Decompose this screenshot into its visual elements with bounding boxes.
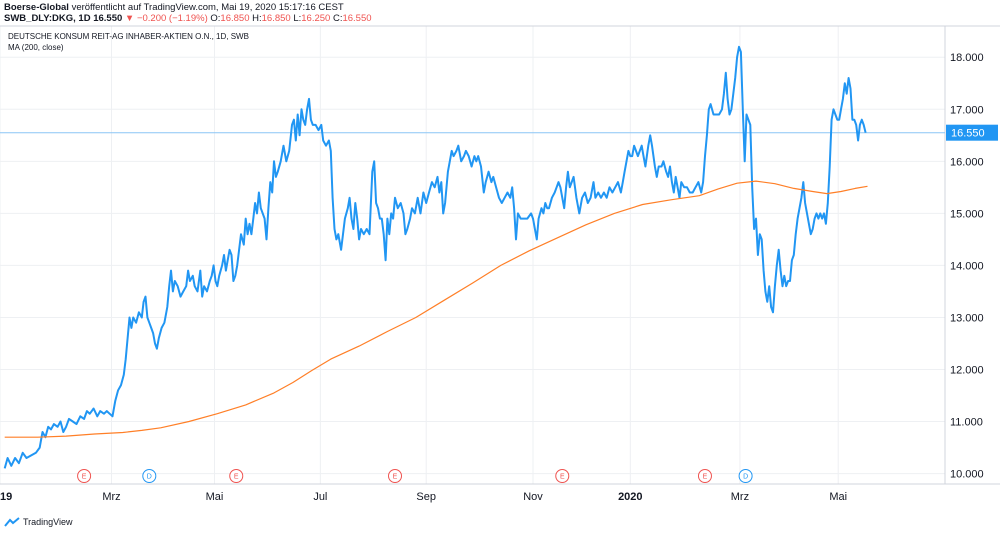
event-marker [388,469,403,483]
low-label: L: [293,13,302,24]
y-tick-label: 15.000 [950,208,984,220]
earnings-event-icon[interactable]: E [388,469,403,483]
earnings-event-icon[interactable]: E [697,469,712,483]
dividend-event-icon[interactable]: D [142,469,157,483]
event-marker-label: E [703,474,708,481]
x-tick-label: Nov [523,491,543,503]
chart-title: DEUTSCHE KONSUM REIT-AG INHABER-AKTIEN O… [8,32,249,41]
x-tick-label: Mai [206,491,224,503]
event-marker [77,469,92,483]
last-price-label-bg [946,124,998,141]
event-marker-label: E [234,474,239,481]
event-marker-label: D [147,474,152,481]
event-marker-label: E [393,474,398,481]
indicator-label: MA (200, close) [8,43,64,52]
event-marker-label: E [560,474,565,481]
watermark-text: TradingView [23,517,73,527]
y-tick-label: 16.000 [950,156,984,168]
ma-series-line [4,180,868,438]
y-tick-label: 14.000 [950,260,984,272]
y-tick-label: 10.000 [950,469,984,481]
publisher-name: Boerse-Global [4,2,69,13]
price-series-line [3,45,867,469]
low-value: 16.250 [301,13,331,24]
high-value: 16.850 [261,13,291,24]
last-price-label-text: 16.550 [951,128,985,140]
y-tick-label: 11.000 [950,417,983,429]
change-value: ▼ −0.200 (−1.19%) [124,13,208,24]
close-label: C: [332,13,343,24]
tradingview-logo-icon [4,517,20,527]
x-tick-label: Mrz [731,491,749,503]
dividend-event-icon[interactable]: D [738,469,753,483]
x-tick-label: 2019 [0,491,12,503]
event-marker [555,469,570,483]
y-tick-label: 13.000 [950,312,984,324]
symbol-header: SWB_DLY:DKG, 1D 16.550 ▼ −0.200 (−1.19%)… [4,13,372,24]
earnings-event-icon[interactable]: E [555,469,570,483]
symbol-label: SWB_DLY:DKG, 1D [4,13,91,24]
publication-text: veröffentlicht auf TradingView.com, Mai … [71,2,344,13]
event-marker-label: D [743,474,748,481]
event-marker [697,469,712,483]
last-price-label: 16.550 [946,124,998,141]
x-tick-label: Sep [416,491,436,503]
earnings-event-icon[interactable]: E [77,469,92,483]
open-label: O: [210,13,221,24]
tradingview-watermark[interactable]: TradingView [4,517,73,527]
x-tick-label: Mrz [102,491,120,503]
y-tick-label: 17.000 [950,104,984,116]
high-label: H: [252,13,262,24]
publication-header: Boerse-Global veröffentlicht auf Trading… [4,2,344,13]
event-marker [738,469,753,483]
event-marker [229,469,244,483]
y-tick-label: 18.000 [950,52,984,64]
open-value: 16.850 [220,13,250,24]
x-tick-label: 2020 [618,491,642,503]
close-value: 16.550 [342,13,372,24]
event-marker [142,469,157,483]
x-tick-label: Mai [829,491,847,503]
x-tick-label: Jul [313,491,327,503]
last-value: 16.550 [93,13,123,24]
plot-area [0,26,945,484]
y-tick-label: 12.000 [950,365,984,377]
event-marker-label: E [82,474,87,481]
earnings-event-icon[interactable]: E [229,469,244,483]
